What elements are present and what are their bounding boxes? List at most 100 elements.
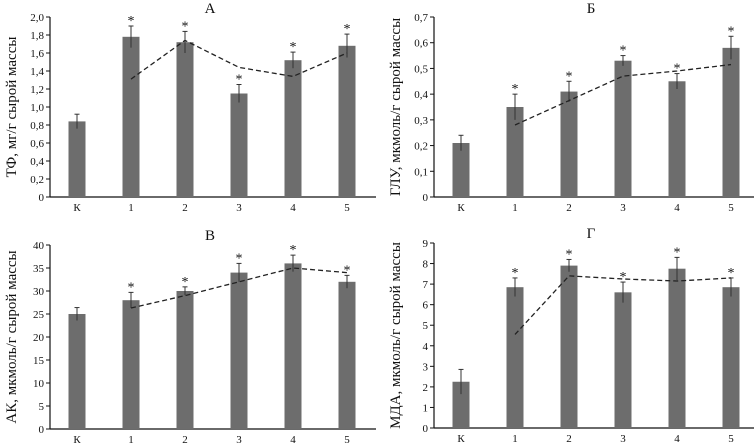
- y-tick-label: 6: [423, 300, 429, 312]
- y-tick-label: 5: [39, 401, 45, 413]
- bar: [284, 263, 302, 429]
- bar: [122, 300, 140, 429]
- significance-marker: *: [290, 243, 297, 258]
- y-tick-label: 7: [423, 279, 429, 291]
- x-tick-label: К: [457, 433, 465, 445]
- panel-a: А ТФ, мг/г сырой массы 0 0,2 0,4 0,6 0,8 1,0 1…: [4, 1, 376, 214]
- chart-title: Б: [587, 1, 596, 17]
- bar: [506, 287, 524, 428]
- y-axis-label: ТФ, мг/г сырой массы: [4, 37, 20, 178]
- y-tick-label: 1,0: [30, 102, 44, 114]
- significance-marker: *: [128, 280, 135, 295]
- x-tick-label: 4: [674, 202, 680, 214]
- x-tick-label: 1: [128, 202, 134, 214]
- y-tick-label: 0,6: [30, 138, 44, 150]
- y-tick-label: 0,2: [414, 141, 428, 153]
- bar: [722, 47, 740, 197]
- y-tick-label: 8: [423, 259, 429, 271]
- y-tick-label: 0,6: [414, 38, 428, 50]
- y-axis-label: МДА, мкмоль/г сырой массы: [388, 242, 404, 429]
- panel-d: Г МДА, мкмоль/г сырой массы 0 1 2 3 4 5 6 7 8 9 К 1…: [388, 226, 754, 445]
- y-tick-label: 0,4: [414, 89, 428, 101]
- bar: [284, 60, 302, 198]
- x-tick-label: 1: [512, 433, 518, 445]
- x-tick-label: 4: [290, 434, 296, 446]
- significance-marker: *: [236, 251, 243, 266]
- x-tick-label: К: [457, 202, 465, 214]
- x-tick-label: 3: [620, 202, 626, 214]
- significance-marker: *: [674, 245, 681, 260]
- bar: [668, 81, 686, 197]
- y-tick-label: 4: [423, 341, 429, 353]
- significance-marker: *: [512, 82, 519, 97]
- bar: [338, 45, 356, 197]
- y-tick-label: 1,4: [30, 66, 44, 78]
- y-tick-label: 0,7: [414, 12, 428, 24]
- bar: [68, 314, 86, 429]
- y-tick-label: 1: [423, 402, 429, 414]
- x-tick-label: К: [73, 434, 81, 446]
- y-tick-label: 3: [423, 361, 429, 373]
- x-tick-label: К: [73, 202, 81, 214]
- significance-marker: *: [512, 266, 519, 281]
- trend-line: [130, 267, 348, 309]
- y-tick-label: 10: [33, 378, 45, 390]
- y-tick-label: 0: [423, 192, 429, 204]
- bar: [122, 36, 140, 197]
- x-tick-label: 5: [344, 202, 350, 214]
- significance-marker: *: [620, 270, 627, 285]
- panel-b: Б ГЛУ, мкмоль/г сырой массы 0 0,1 0,2 0,3 0,…: [388, 1, 754, 214]
- x-tick-label: 5: [728, 433, 734, 445]
- x-tick-label: 3: [620, 433, 626, 445]
- bar: [176, 42, 194, 198]
- significance-marker: *: [128, 14, 135, 29]
- x-tick-label: 4: [290, 202, 296, 214]
- y-axis-label: ГЛУ, мкмоль/г сырой массы: [388, 18, 404, 196]
- y-tick-label: 0,2: [30, 174, 44, 186]
- bar: [452, 143, 470, 197]
- y-tick-label: 0,4: [30, 156, 44, 168]
- significance-marker: *: [182, 275, 189, 290]
- y-tick-label: 20: [33, 332, 45, 344]
- significance-marker: *: [182, 19, 189, 34]
- significance-marker: *: [566, 69, 573, 84]
- y-tick-label: 0,8: [30, 120, 44, 132]
- y-tick-label: 40: [33, 240, 45, 252]
- significance-marker: *: [566, 247, 573, 262]
- y-tick-label: 30: [33, 286, 45, 298]
- significance-marker: *: [344, 22, 351, 37]
- y-tick-label: 0,1: [414, 166, 428, 178]
- bar: [722, 287, 740, 428]
- x-tick-label: 3: [236, 434, 242, 446]
- panel-c: В АК, мкмоль/г сырой массы 0510152025303…: [4, 228, 376, 446]
- y-tick-label: 35: [33, 263, 45, 275]
- bar: [452, 381, 470, 428]
- significance-marker: *: [728, 266, 735, 281]
- y-tick-label: 25: [33, 309, 45, 321]
- y-tick-label: 15: [33, 355, 45, 367]
- y-axis-label: АК, мкмоль/г сырой массы: [4, 250, 20, 423]
- x-tick-label: 2: [182, 434, 188, 446]
- bar: [668, 268, 686, 428]
- x-tick-label: 1: [128, 434, 134, 446]
- x-tick-label: 5: [344, 434, 350, 446]
- significance-marker: *: [620, 44, 627, 59]
- y-tick-label: 0: [39, 424, 45, 436]
- y-tick-label: 5: [423, 320, 429, 332]
- trend-line: [130, 39, 348, 80]
- x-tick-label: 5: [728, 202, 734, 214]
- chart-title: А: [205, 1, 216, 17]
- significance-marker: *: [236, 73, 243, 88]
- x-tick-label: 3: [236, 202, 242, 214]
- x-tick-label: 2: [566, 202, 572, 214]
- bar: [560, 265, 578, 428]
- y-tick-label: 1,6: [30, 48, 44, 60]
- bar: [230, 272, 248, 429]
- y-tick-label: 0,5: [414, 63, 428, 75]
- bar: [614, 60, 632, 197]
- x-tick-label: 2: [566, 433, 572, 445]
- significance-marker: *: [728, 24, 735, 39]
- y-tick-label: 2: [423, 382, 429, 394]
- y-tick-label: 0: [39, 192, 45, 204]
